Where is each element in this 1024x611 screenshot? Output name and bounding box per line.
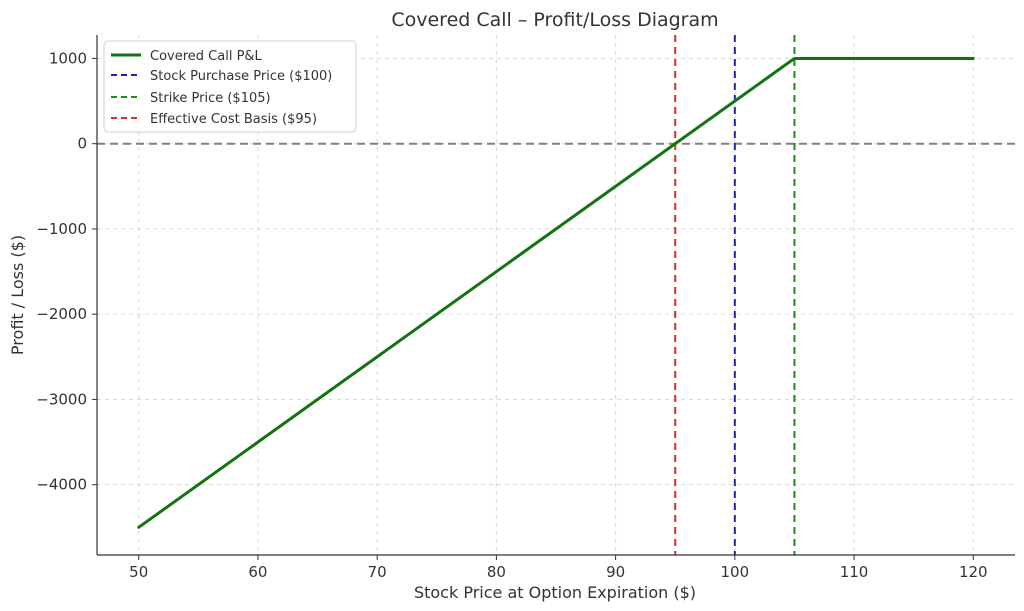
y-axis-label: Profit / Loss ($) xyxy=(8,235,27,355)
x-tick-label: 90 xyxy=(606,563,625,581)
plot-layer xyxy=(97,35,1015,555)
legend: Covered Call P&L Stock Purchase Price ($… xyxy=(103,40,357,133)
x-tick-label: 80 xyxy=(487,563,506,581)
legend-label-strike-price: Strike Price ($105) xyxy=(150,91,271,106)
tick-layer: 50 60 70 80 90 100 110 120 1000 0 −1000 −2000 −3000 −… xyxy=(36,49,987,581)
y-tick-label: −2000 xyxy=(36,305,87,323)
legend-label-stock-purchase-price: Stock Purchase Price ($100) xyxy=(150,69,332,84)
axes-layer xyxy=(96,35,1015,556)
y-tick-label: −3000 xyxy=(36,390,87,408)
legend-box xyxy=(103,40,357,133)
legend-label-covered-call-pnl: Covered Call P&L xyxy=(150,49,263,64)
x-tick-label: 110 xyxy=(840,563,869,581)
x-tick-label: 120 xyxy=(959,563,988,581)
x-tick-label: 100 xyxy=(721,563,750,581)
y-tick-label: 0 xyxy=(77,135,87,153)
covered-call-pnl-line xyxy=(137,56,975,529)
x-tick-label: 60 xyxy=(248,563,267,581)
y-tick-label: −4000 xyxy=(36,476,87,494)
y-tick-label: −1000 xyxy=(36,220,87,238)
y-tick-label: 1000 xyxy=(49,49,87,67)
chart-title: Covered Call – Profit/Loss Diagram xyxy=(391,9,718,31)
x-tick-label: 70 xyxy=(368,563,387,581)
x-tick-label: 50 xyxy=(129,563,148,581)
x-axis-label: Stock Price at Option Expiration ($) xyxy=(414,583,696,602)
legend-label-effective-cost-basis: Effective Cost Basis ($95) xyxy=(150,112,317,127)
